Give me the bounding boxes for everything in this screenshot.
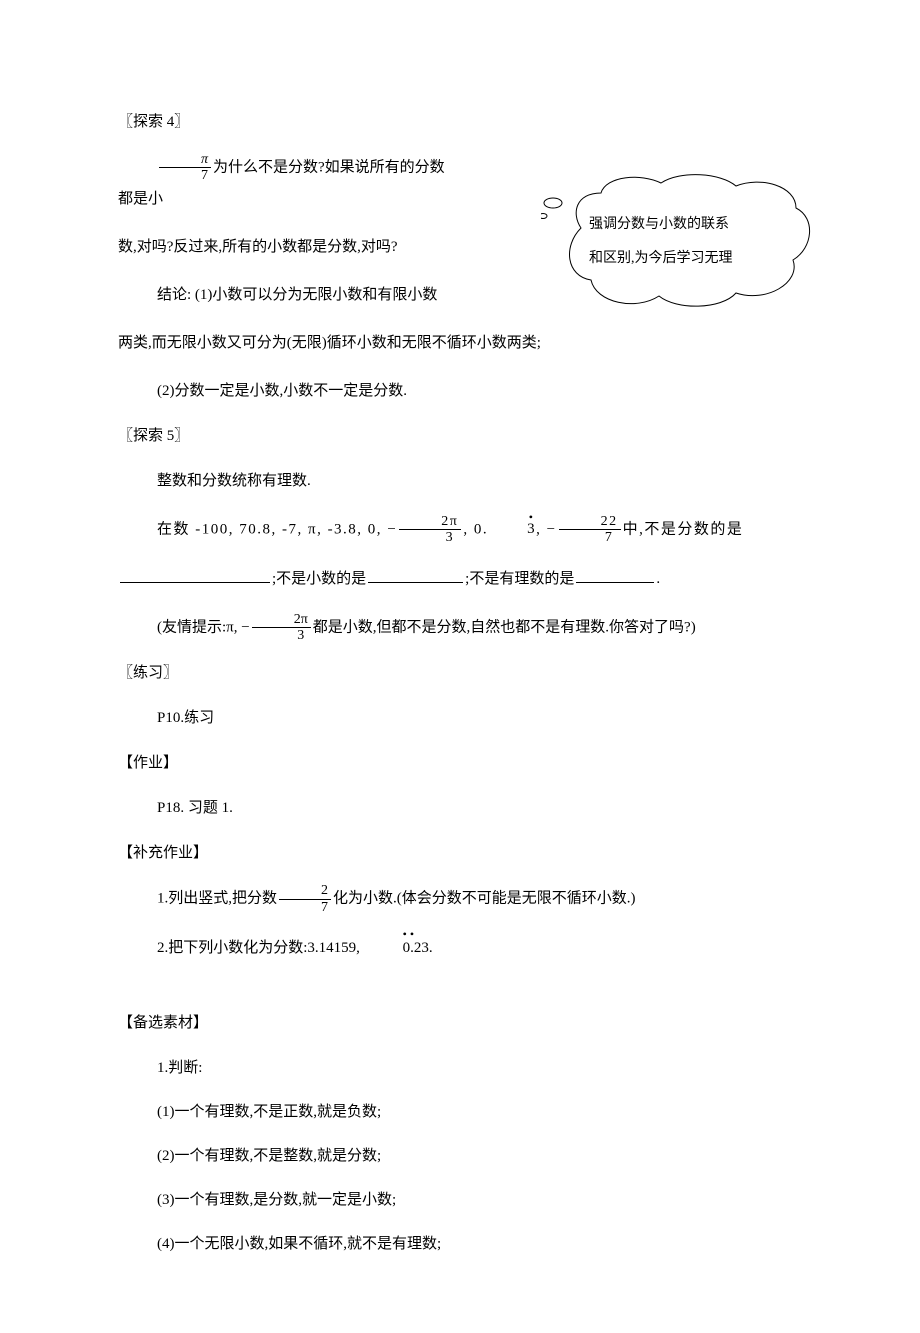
- blank-1[interactable]: [120, 568, 270, 583]
- blank-2[interactable]: [368, 568, 463, 583]
- explore5-blanks: ;不是小数的是 ;不是有理数的是.: [118, 564, 802, 594]
- q-line2b: ;不是有理数的是: [465, 571, 574, 587]
- supp-item2: 2.把下列小数化为分数:3.14159, ••0.23.: [118, 933, 802, 963]
- practice-content: P10.练习: [118, 703, 802, 733]
- optional-item-1: (1)一个有理数,不是正数,就是负数;: [118, 1097, 802, 1127]
- supp-item1: 1.列出竖式,把分数 2 7 化为小数.(体会分数不可能是无限不循环小数.): [118, 883, 802, 915]
- explore4-heading: 〖探索 4〗: [118, 110, 802, 134]
- repeating-3: 3: [488, 514, 536, 544]
- explore5-heading: 〖探索 5〗: [118, 424, 802, 448]
- explore4-conc1b: 两类,而无限小数又可分为(无限)循环小数和无限不循环小数两类;: [118, 328, 802, 358]
- explore4-q1b: 数,对吗?反过来,所有的小数都是分数,对吗?: [118, 232, 458, 262]
- rep-dec-prefix: 0.: [474, 521, 488, 537]
- supp1-suffix: 化为小数.(体会分数不可能是无限不循环小数.): [333, 891, 636, 907]
- frac-2pi-3: 2π 3: [399, 514, 461, 546]
- supp2-suffix: .: [429, 940, 433, 956]
- supp-heading: 【补充作业】: [118, 841, 802, 865]
- optional-item-3: (3)一个有理数,是分数,就一定是小数;: [118, 1185, 802, 1215]
- pi-over-7: π 7: [159, 152, 211, 184]
- hint-suffix: 都是小数,但都不是分数,自然也都不是有理数.你答对了吗?): [313, 619, 696, 635]
- supp2-prefix: 2.把下列小数化为分数:3.14159,: [157, 940, 364, 956]
- supp1-frac: 2 7: [279, 883, 331, 915]
- explore4-conc2: (2)分数一定是小数,小数不一定是分数.: [118, 376, 802, 406]
- practice-heading: 〖练习〗: [118, 661, 802, 685]
- q-line2c: .: [656, 571, 660, 587]
- supp1-prefix: 1.列出竖式,把分数: [157, 891, 277, 907]
- optional-item-2: (2)一个有理数,不是整数,就是分数;: [118, 1141, 802, 1171]
- repeating-23: ••0.23: [364, 933, 429, 963]
- blank-3[interactable]: [576, 568, 654, 583]
- frac-22-7: 22 7: [559, 514, 621, 546]
- hint-frac: 2π 3: [252, 612, 311, 644]
- homework-content: P18. 习题 1.: [118, 793, 802, 823]
- explore4-conc1a: 结论: (1)小数可以分为无限小数和有限小数: [118, 280, 458, 310]
- explore5-hint: (友情提示:π, − 2π 3 都是小数,但都不是分数,自然也都不是有理数.你答…: [118, 612, 802, 644]
- cloud-line2: 和区别,为今后学习无理: [589, 242, 789, 276]
- optional-heading: 【备选素材】: [118, 1011, 802, 1035]
- q-line2a: ;不是小数的是: [272, 571, 366, 587]
- explore4-q1: π 7 为什么不是分数?如果说所有的分数都是小: [118, 152, 458, 214]
- q-prefix: 在数 -100, 70.8, -7, π, -3.8, 0,: [157, 521, 387, 537]
- homework-heading: 【作业】: [118, 751, 802, 775]
- explore5-question: 在数 -100, 70.8, -7, π, -3.8, 0, − 2π 3 , …: [118, 514, 802, 546]
- cloud-text: 强调分数与小数的联系 和区别,为今后学习无理: [589, 208, 789, 275]
- optional-item-4: (4)一个无限小数,如果不循环,就不是有理数;: [118, 1229, 802, 1259]
- q-mid1: ,: [463, 521, 474, 537]
- explore5-def: 整数和分数统称有理数.: [118, 466, 802, 496]
- cloud-callout: 强调分数与小数的联系 和区别,为今后学习无理: [541, 168, 816, 313]
- cloud-line1: 强调分数与小数的联系: [589, 208, 789, 242]
- hint-prefix: (友情提示:π,: [157, 619, 241, 635]
- q-suffix-text: 中,不是分数的是: [623, 521, 744, 537]
- q-mid2: ,: [536, 521, 547, 537]
- optional-lead: 1.判断:: [118, 1053, 802, 1083]
